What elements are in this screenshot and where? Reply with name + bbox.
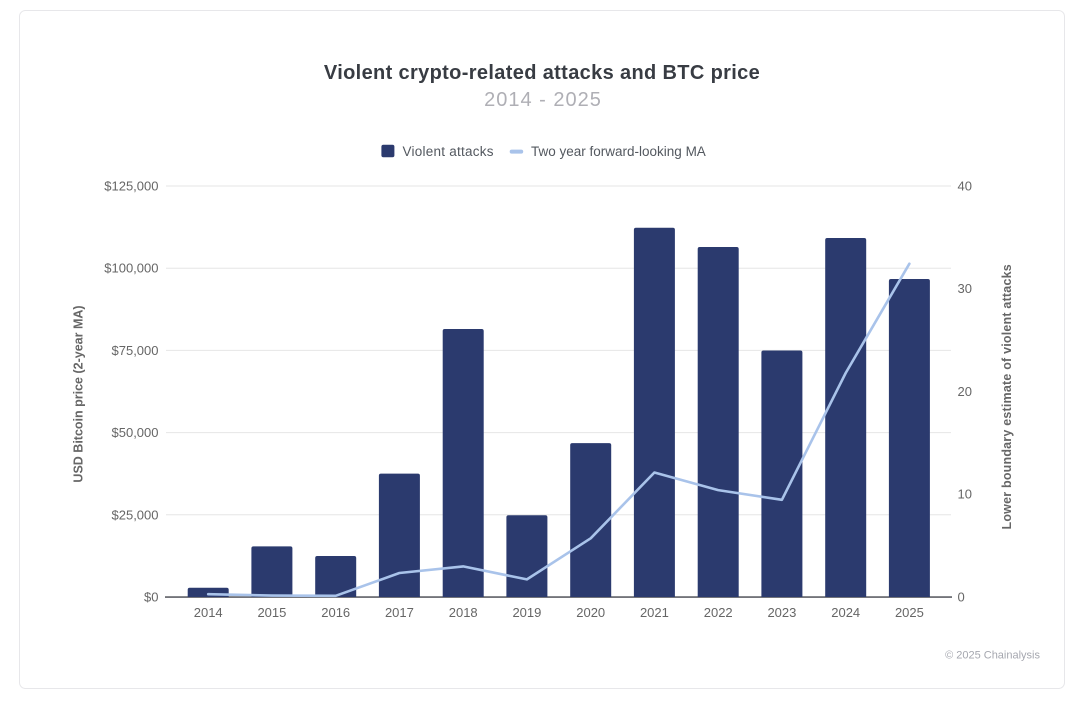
svg-text:2023: 2023 <box>767 605 796 620</box>
svg-text:2015: 2015 <box>257 605 286 620</box>
svg-text:2014 - 2025: 2014 - 2025 <box>484 89 602 111</box>
svg-text:2025: 2025 <box>895 605 924 620</box>
svg-text:2021: 2021 <box>640 605 669 620</box>
svg-text:2018: 2018 <box>449 605 478 620</box>
svg-text:Violent attacks: Violent attacks <box>403 144 494 159</box>
svg-text:2019: 2019 <box>512 605 541 620</box>
svg-text:30: 30 <box>958 281 972 296</box>
svg-text:40: 40 <box>958 179 972 194</box>
svg-text:2024: 2024 <box>831 605 860 620</box>
svg-text:0: 0 <box>958 589 965 604</box>
svg-text:$50,000: $50,000 <box>112 425 159 440</box>
svg-text:$0: $0 <box>144 590 158 605</box>
svg-text:2020: 2020 <box>576 605 605 620</box>
svg-text:20: 20 <box>958 384 972 399</box>
svg-text:$125,000: $125,000 <box>104 179 158 194</box>
svg-text:$100,000: $100,000 <box>104 261 158 276</box>
svg-text:2016: 2016 <box>321 605 350 620</box>
svg-text:Violent crypto-related attacks: Violent crypto-related attacks and BTC p… <box>324 62 760 84</box>
svg-text:$25,000: $25,000 <box>112 507 159 522</box>
svg-text:© 2025 Chainalysis: © 2025 Chainalysis <box>945 650 1040 662</box>
svg-text:2022: 2022 <box>704 605 733 620</box>
svg-text:10: 10 <box>958 487 972 502</box>
svg-text:2014: 2014 <box>194 605 223 620</box>
svg-text:$75,000: $75,000 <box>112 343 159 358</box>
svg-text:Lower boundary estimate of vio: Lower boundary estimate of violent attac… <box>1000 264 1014 529</box>
svg-text:Two year forward-looking MA: Two year forward-looking MA <box>531 144 706 159</box>
svg-text:2017: 2017 <box>385 605 414 620</box>
svg-text:USD Bitcoin price (2-year MA): USD Bitcoin price (2-year MA) <box>72 305 86 482</box>
